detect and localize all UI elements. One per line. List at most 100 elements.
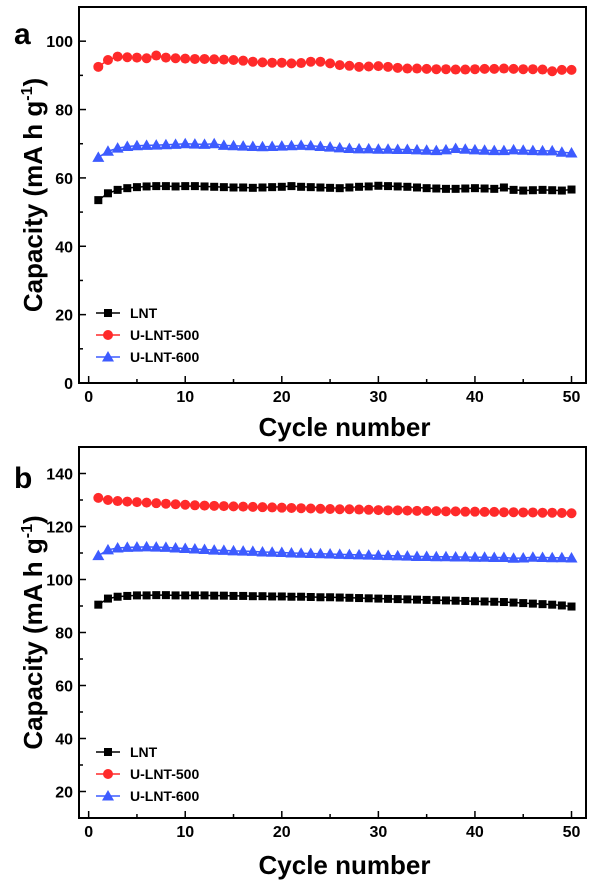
data-point (324, 548, 337, 559)
data-point (210, 591, 219, 600)
data-point (171, 591, 180, 600)
data-point (345, 593, 354, 602)
data-point (325, 504, 336, 515)
data-point (248, 183, 257, 192)
data-point (490, 184, 499, 193)
x-tick-label: 50 (563, 389, 581, 406)
data-point (131, 52, 142, 63)
data-point (526, 144, 539, 156)
data-point (497, 551, 510, 563)
data-point (420, 144, 433, 155)
data-point (449, 142, 462, 154)
data-point (383, 61, 394, 72)
data-point (343, 548, 356, 560)
data-point (546, 551, 559, 563)
data-point (393, 595, 402, 604)
data-point (247, 56, 258, 67)
data-point (152, 591, 161, 600)
data-point (277, 182, 286, 191)
data-point (373, 505, 384, 516)
data-point (200, 591, 209, 600)
data-point (181, 591, 190, 600)
data-point (527, 64, 538, 75)
data-point (459, 143, 472, 154)
data-point (217, 139, 230, 150)
data-point (276, 57, 287, 68)
data-point (295, 139, 308, 150)
data-point (402, 63, 413, 74)
data-point (246, 140, 259, 151)
data-point (403, 595, 412, 604)
data-point (354, 504, 365, 515)
data-point (461, 596, 470, 605)
data-point (131, 497, 142, 508)
data-point (314, 140, 327, 151)
data-point (161, 591, 170, 600)
legend-marker (102, 790, 114, 801)
data-point (478, 551, 491, 562)
legend-label: U-LNT-600 (130, 349, 199, 365)
data-point (227, 139, 240, 151)
data-point (314, 547, 327, 559)
y-tick-label: 80 (55, 626, 73, 643)
data-point (121, 140, 134, 151)
x-tick-label: 50 (563, 824, 581, 841)
y-axis-title: Capacity (mA h g-1) (18, 78, 48, 312)
data-point (355, 594, 364, 603)
data-point (189, 500, 200, 511)
y-tick-label: 0 (64, 376, 73, 393)
x-tick-label: 0 (84, 824, 93, 841)
data-point (372, 549, 385, 560)
data-point (229, 591, 238, 600)
x-tick-label: 40 (466, 389, 484, 406)
data-point (401, 550, 414, 561)
data-point (362, 142, 375, 154)
data-point (362, 549, 375, 560)
data-point (364, 182, 373, 191)
data-point (256, 545, 269, 557)
data-point (94, 196, 103, 205)
data-point (102, 54, 113, 65)
data-point (440, 506, 451, 517)
x-tick-label: 30 (369, 389, 387, 406)
data-point (333, 548, 346, 559)
data-point (287, 592, 296, 601)
data-point (519, 186, 528, 195)
data-point (111, 541, 124, 553)
data-point (111, 142, 124, 153)
data-point (209, 54, 220, 65)
data-point (430, 144, 443, 156)
x-tick-label: 20 (273, 389, 291, 406)
data-point (373, 61, 384, 72)
data-point (374, 594, 383, 603)
data-point (169, 541, 182, 553)
data-point (277, 592, 286, 601)
data-point (498, 507, 509, 518)
data-point (275, 546, 288, 557)
data-point (420, 550, 433, 561)
data-point (451, 184, 460, 193)
data-point (140, 139, 153, 150)
data-point (413, 183, 421, 192)
data-point (112, 496, 123, 507)
data-point (402, 505, 413, 516)
data-point (488, 144, 501, 156)
legend-label: LNT (130, 744, 158, 760)
data-point (276, 502, 287, 513)
data-point (537, 507, 548, 518)
x-tick-label: 10 (176, 824, 194, 841)
data-point (258, 592, 267, 601)
data-point (179, 137, 192, 149)
panel-label: b (14, 462, 32, 495)
data-point (238, 55, 249, 66)
data-point (567, 185, 576, 194)
data-point (469, 506, 480, 517)
data-point (557, 601, 566, 610)
data-point (497, 144, 510, 156)
data-point (508, 507, 519, 518)
data-point (239, 183, 248, 192)
data-point (382, 549, 395, 561)
data-point (567, 602, 576, 611)
data-point (92, 549, 105, 561)
